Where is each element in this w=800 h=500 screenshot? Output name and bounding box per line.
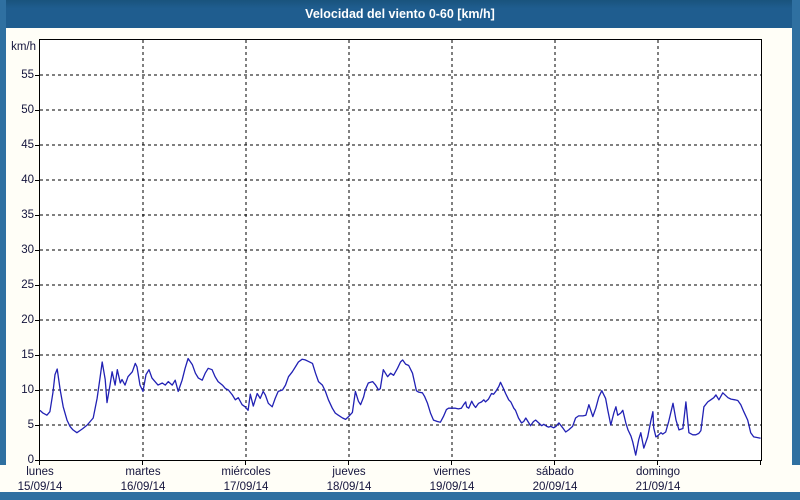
y-tick-label-20: 20 xyxy=(21,314,34,326)
y-tick-label-30: 30 xyxy=(21,244,34,256)
x-tick-mark xyxy=(142,461,143,465)
window-frame-right xyxy=(792,0,800,465)
y-tick-mark xyxy=(35,390,39,391)
x-tick-mark xyxy=(451,461,452,465)
x-date-label-jueves: 18/09/14 xyxy=(326,481,372,493)
y-tick-label-50: 50 xyxy=(21,104,34,116)
x-day-label-lunes: lunes xyxy=(26,466,54,478)
window-frame-left xyxy=(0,0,6,465)
x-tick-mark xyxy=(554,461,555,465)
chart-title: Velocidad del viento 0-60 [km/h] xyxy=(305,7,495,21)
x-day-label-viernes: viernes xyxy=(433,466,471,478)
x-tick-mark xyxy=(657,461,658,465)
y-tick-mark xyxy=(35,215,39,216)
y-tick-mark xyxy=(35,285,39,286)
y-tick-label-5: 5 xyxy=(27,419,34,431)
y-tick-mark xyxy=(35,460,39,461)
y-tick-label-10: 10 xyxy=(21,384,34,396)
wind-speed-chart xyxy=(40,40,761,460)
x-tick-mark xyxy=(39,461,40,465)
y-tick-mark xyxy=(35,110,39,111)
x-tick-mark xyxy=(245,461,246,465)
y-tick-mark xyxy=(35,145,39,146)
title-bar: Velocidad del viento 0-60 [km/h] xyxy=(0,0,800,28)
x-day-label-jueves: jueves xyxy=(332,466,366,478)
y-tick-label-55: 55 xyxy=(21,69,34,81)
y-tick-label-35: 35 xyxy=(21,209,34,221)
y-tick-label-0: 0 xyxy=(27,454,34,466)
y-tick-mark xyxy=(35,355,39,356)
y-tick-label-45: 45 xyxy=(21,139,34,151)
window-frame-bottom xyxy=(0,492,800,500)
y-tick-mark xyxy=(35,320,39,321)
y-axis-unit-label: km/h xyxy=(11,41,36,53)
x-day-label-martes: martes xyxy=(125,466,161,478)
y-tick-mark xyxy=(35,180,39,181)
x-date-label-lunes: 15/09/14 xyxy=(17,481,63,493)
y-tick-mark xyxy=(35,250,39,251)
wind-speed-line xyxy=(40,357,761,456)
y-tick-label-40: 40 xyxy=(21,174,34,186)
y-tick-label-25: 25 xyxy=(21,279,34,291)
x-date-label-domingo: 21/09/14 xyxy=(635,481,681,493)
x-day-label-miércoles: miércoles xyxy=(221,466,271,478)
x-day-label-sábado: sábado xyxy=(536,466,574,478)
x-tick-mark xyxy=(348,461,349,465)
x-date-label-viernes: 19/09/14 xyxy=(429,481,475,493)
x-tick-mark xyxy=(760,461,761,465)
x-date-label-miércoles: 17/09/14 xyxy=(223,481,269,493)
x-date-label-sábado: 20/09/14 xyxy=(532,481,578,493)
plot-area xyxy=(39,39,762,461)
y-tick-mark xyxy=(35,425,39,426)
x-day-label-domingo: domingo xyxy=(635,466,681,478)
x-date-label-martes: 16/09/14 xyxy=(120,481,166,493)
y-tick-mark xyxy=(35,75,39,76)
y-tick-label-15: 15 xyxy=(21,349,34,361)
